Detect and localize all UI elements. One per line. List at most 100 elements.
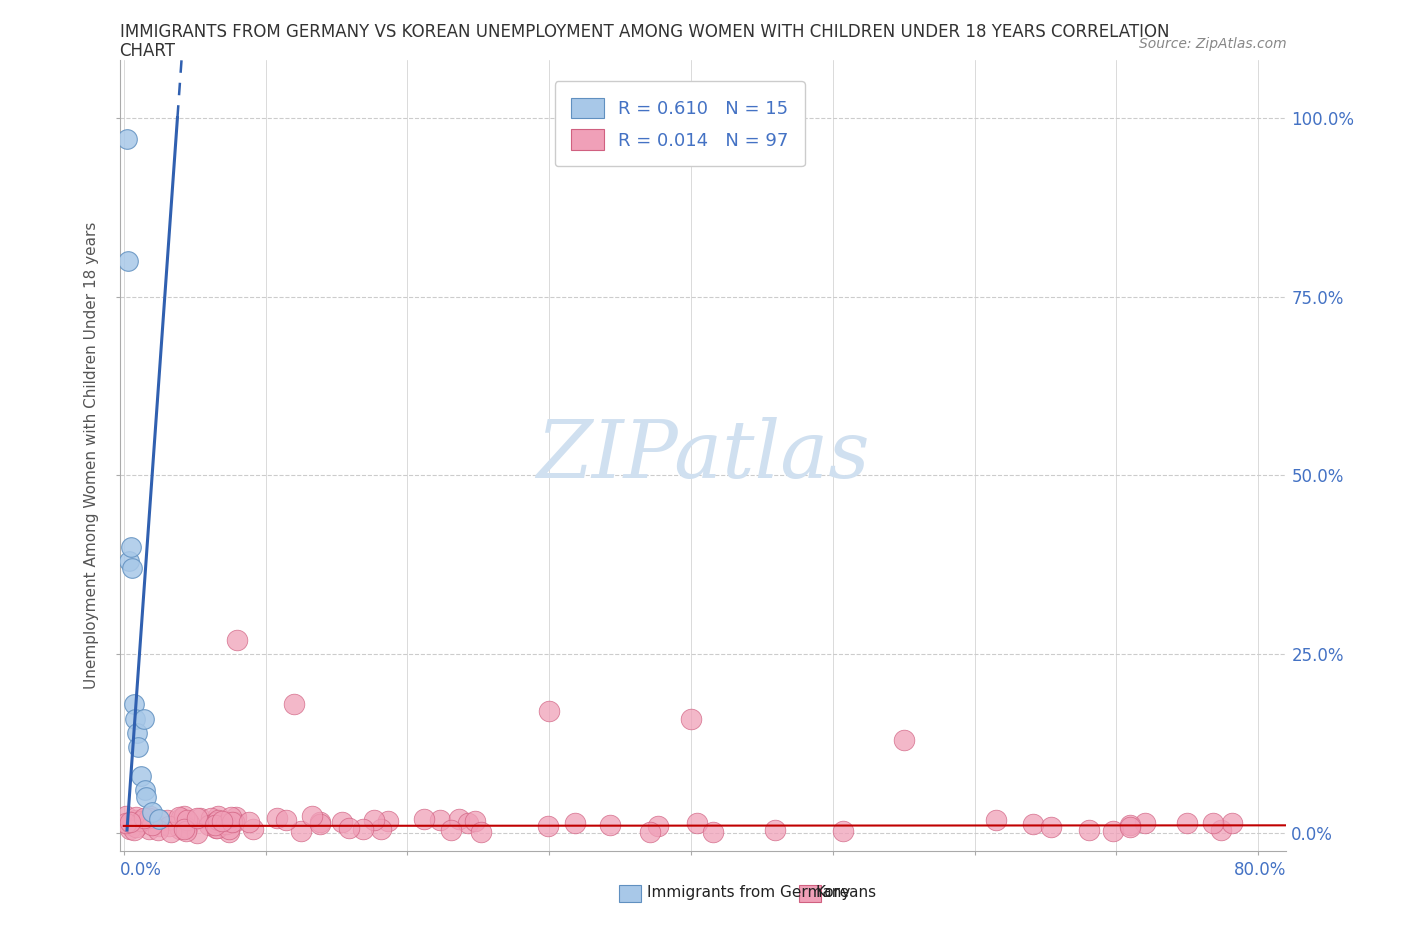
Point [1119, 819, 1142, 834]
Point [146, 823, 169, 838]
Point [337, 820, 360, 835]
Point [176, 813, 198, 828]
Point [352, 822, 374, 837]
Point [131, 813, 153, 828]
Point [167, 809, 190, 824]
Point [377, 814, 399, 829]
Point [159, 818, 181, 833]
Point [132, 811, 155, 826]
Point [1119, 817, 1142, 832]
Point [125, 810, 148, 825]
Text: Source: ZipAtlas.com: Source: ZipAtlas.com [1139, 37, 1286, 51]
Point [122, 823, 145, 838]
Point [763, 823, 786, 838]
Point [564, 815, 586, 830]
Point [301, 808, 323, 823]
Point [132, 711, 155, 726]
Point [160, 825, 183, 840]
Point [173, 808, 195, 823]
Point [309, 817, 332, 831]
Point [986, 812, 1008, 827]
Point [148, 819, 170, 834]
Point [205, 820, 228, 835]
Point [413, 812, 436, 827]
Point [124, 711, 146, 726]
Point [118, 553, 141, 568]
Point [139, 808, 162, 823]
Point [118, 815, 141, 830]
Text: Immigrants from Germany: Immigrants from Germany [647, 885, 851, 900]
Point [225, 809, 247, 824]
Point [363, 813, 385, 828]
Bar [799, 885, 821, 902]
Point [238, 815, 260, 830]
Point [330, 815, 353, 830]
Point [141, 804, 163, 819]
Point [221, 809, 243, 824]
Point [599, 817, 621, 832]
Point [148, 811, 170, 826]
Point [370, 821, 392, 836]
Point [640, 825, 662, 840]
Point [121, 561, 143, 576]
Text: 0.0%: 0.0% [120, 860, 162, 879]
Point [204, 821, 226, 836]
Text: 80.0%: 80.0% [1234, 860, 1286, 879]
Point [198, 817, 221, 832]
Point [1102, 823, 1125, 838]
Point [138, 811, 160, 826]
Point [1175, 816, 1198, 830]
Point [470, 824, 492, 839]
Point [204, 817, 226, 832]
Point [309, 815, 332, 830]
Point [1039, 819, 1062, 834]
Point [702, 824, 724, 839]
Point [266, 810, 288, 825]
Point [224, 814, 246, 829]
Point [186, 811, 208, 826]
Point [215, 817, 238, 831]
Point [117, 253, 139, 268]
Point [457, 816, 479, 830]
Point [685, 816, 707, 830]
Y-axis label: Unemployment Among Women with Children Under 18 years: Unemployment Among Women with Children U… [84, 222, 100, 689]
Point [141, 817, 163, 832]
Point [120, 539, 142, 554]
Point [174, 824, 197, 839]
Point [538, 704, 561, 719]
Legend: R = 0.610   N = 15, R = 0.014   N = 97: R = 0.610 N = 15, R = 0.014 N = 97 [555, 81, 804, 166]
Point [156, 813, 179, 828]
Point [122, 697, 145, 711]
Point [440, 822, 463, 837]
Point [190, 811, 212, 826]
Point [221, 815, 243, 830]
Point [205, 815, 228, 830]
Point [169, 810, 191, 825]
Point [207, 808, 229, 823]
Point [169, 821, 191, 836]
Point [679, 711, 702, 726]
Point [464, 814, 486, 829]
Point [125, 820, 148, 835]
Point [831, 823, 853, 838]
Point [115, 132, 138, 147]
Point [115, 809, 138, 824]
Text: CHART: CHART [120, 42, 176, 60]
Point [177, 816, 200, 830]
Bar [619, 885, 641, 902]
Point [893, 733, 915, 748]
Point [134, 783, 156, 798]
Point [218, 824, 240, 839]
Text: ZIPatlas: ZIPatlas [536, 417, 870, 495]
Point [218, 821, 240, 836]
Point [429, 812, 451, 827]
Point [1077, 822, 1099, 837]
Point [138, 822, 160, 837]
Point [226, 632, 249, 647]
Point [173, 821, 195, 836]
Point [1021, 817, 1043, 831]
Point [127, 739, 149, 754]
Point [124, 813, 146, 828]
Point [647, 818, 669, 833]
Point [129, 768, 152, 783]
